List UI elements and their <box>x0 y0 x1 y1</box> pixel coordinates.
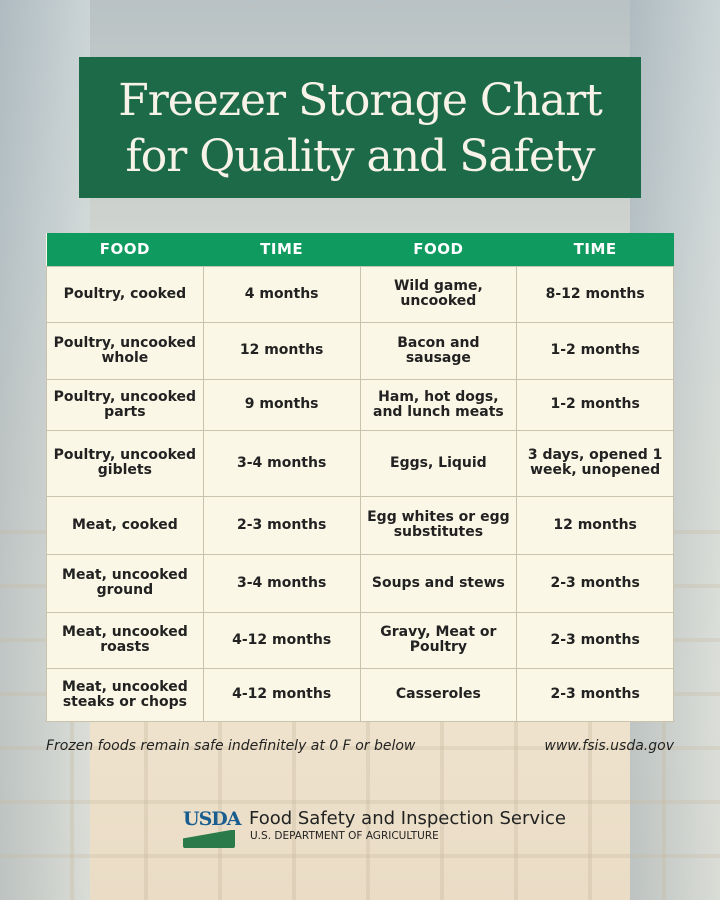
table-row: Poultry, uncooked whole 12 months Bacon an… <box>46 321 674 380</box>
title-line-2: for Quality and Safety <box>125 131 595 182</box>
table-row: Meat, uncooked ground 3-4 months Soups and… <box>46 553 674 613</box>
table-row: Meat, uncooked roasts 4-12 months Gravy, M… <box>46 611 674 669</box>
title-line-1: Freezer Storage Chart <box>118 75 603 126</box>
header-food: FOOD <box>46 233 204 266</box>
storage-time-cell: 4-12 months <box>202 667 361 722</box>
storage-time-cell: 4-12 months <box>202 611 361 669</box>
storage-time-cell: 3-4 months <box>202 553 361 613</box>
usda-swoosh-icon <box>183 830 235 848</box>
storage-time-cell: 2-3 months <box>516 553 674 613</box>
storage-time-cell: 2-3 months <box>202 495 361 555</box>
food-cell: Casseroles <box>359 667 518 722</box>
table-header: FOOD TIME FOOD TIME <box>46 233 674 266</box>
storage-time-cell: 12 months <box>202 321 361 380</box>
food-cell: Meat, cooked <box>46 495 204 555</box>
food-cell: Poultry, uncooked whole <box>46 321 204 380</box>
food-cell: Meat, uncooked ground <box>46 553 204 613</box>
storage-time-cell: 2-3 months <box>516 611 674 669</box>
food-cell: Wild game, uncooked <box>359 265 518 323</box>
safety-note: Frozen foods remain safe indefinitely at… <box>46 738 416 754</box>
storage-time-cell: 2-3 months <box>516 667 674 722</box>
storage-time-cell: 12 months <box>516 495 674 555</box>
table-row: Poultry, uncooked parts 9 months Ham, hot … <box>46 378 674 431</box>
storage-time-cell: 9 months <box>202 378 361 431</box>
food-cell: Meat, uncooked roasts <box>46 611 204 669</box>
storage-time-cell: 1-2 months <box>516 378 674 431</box>
department-name: U.S. DEPARTMENT OF AGRICULTURE <box>250 830 439 842</box>
table-row: Meat, uncooked steaks or chops 4-12 month… <box>46 667 674 722</box>
usda-logo: USDA <box>183 808 242 848</box>
agency-name: Food Safety and Inspection Service <box>249 808 566 829</box>
header-food: FOOD <box>360 233 517 266</box>
food-cell: Poultry, cooked <box>46 265 204 323</box>
food-cell: Egg whites or egg substitutes <box>359 495 518 555</box>
storage-time-cell: 3-4 months <box>202 429 361 497</box>
food-cell: Ham, hot dogs, and lunch meats <box>359 378 518 431</box>
food-cell: Eggs, Liquid <box>359 429 518 497</box>
storage-time-cell: 1-2 months <box>516 321 674 380</box>
food-cell: Poultry, uncooked giblets <box>46 429 204 497</box>
food-cell: Soups and stews <box>359 553 518 613</box>
header-time: TIME <box>516 233 674 266</box>
food-cell: Poultry, uncooked parts <box>46 378 204 431</box>
table-row: Meat, cooked 2-3 months Egg whites or egg … <box>46 495 674 555</box>
storage-time-cell: 8-12 months <box>516 265 674 323</box>
storage-time-cell: 3 days, opened 1 week, unopened <box>516 429 674 497</box>
usda-logo-text: USDA <box>183 808 242 830</box>
website-link[interactable]: www.fsis.usda.gov <box>544 738 674 754</box>
page-title: Freezer Storage Chart for Quality and Sa… <box>79 57 641 198</box>
storage-time-cell: 4 months <box>202 265 361 323</box>
freezer-storage-table: FOOD TIME FOOD TIME Poultry, cooked 4 mon… <box>46 233 674 722</box>
table-row: Poultry, cooked 4 months Wild game, uncook… <box>46 265 674 323</box>
header-time: TIME <box>203 233 360 266</box>
food-cell: Gravy, Meat or Poultry <box>359 611 518 669</box>
food-cell: Meat, uncooked steaks or chops <box>46 667 204 722</box>
food-cell: Bacon and sausage <box>359 321 518 380</box>
table-row: Poultry, uncooked giblets 3-4 months Eggs,… <box>46 429 674 497</box>
